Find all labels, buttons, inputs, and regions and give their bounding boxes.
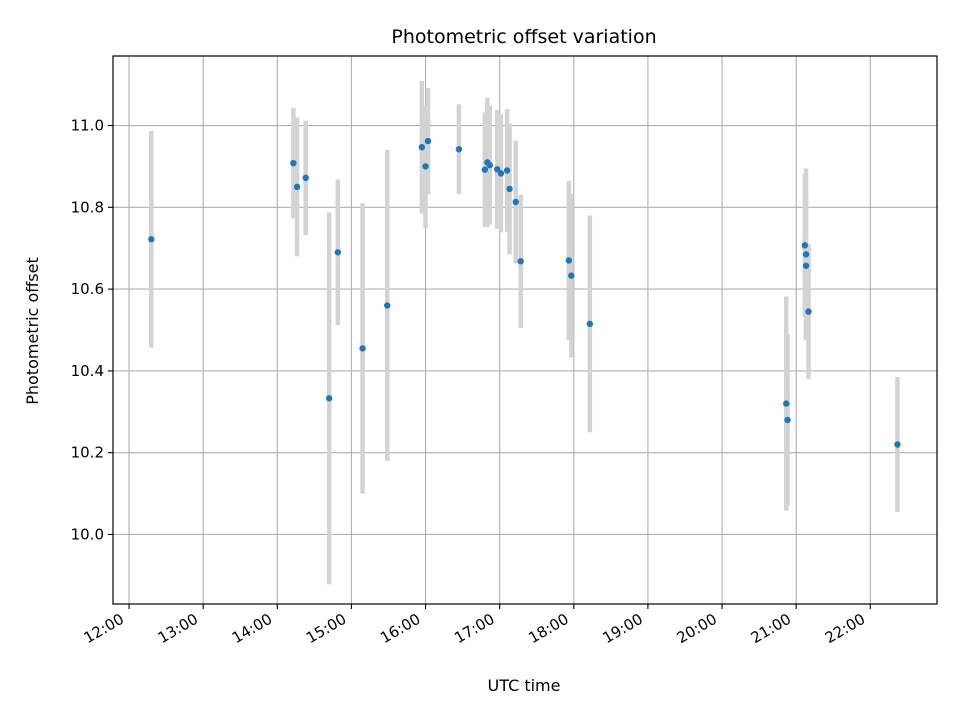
- data-point: [512, 198, 519, 206]
- data-point: [801, 242, 809, 249]
- data-point: [424, 137, 432, 145]
- y-axis-label: Photometric offset: [23, 257, 42, 405]
- data-point: [517, 258, 524, 265]
- data-point: [486, 161, 493, 169]
- data-point: [783, 400, 790, 407]
- data-point: [422, 163, 429, 170]
- y-tick-label: 11.0: [71, 117, 104, 135]
- y-tick-label: 10.0: [71, 525, 104, 543]
- data-point: [359, 345, 366, 352]
- data-point: [290, 159, 297, 167]
- data-point: [325, 395, 333, 402]
- data-point: [148, 236, 155, 243]
- data-point: [302, 174, 309, 182]
- data-point: [802, 251, 810, 258]
- y-tick-label: 10.8: [71, 198, 104, 216]
- x-axis-label: UTC time: [488, 676, 561, 695]
- data-point: [805, 308, 812, 315]
- plot-frame: [112, 55, 938, 605]
- data-point: [503, 167, 511, 174]
- chart-title: Photometric offset variation: [391, 26, 656, 48]
- data-point: [497, 170, 505, 177]
- data-point: [494, 166, 501, 173]
- data-point: [565, 257, 573, 264]
- y-tick-label: 10.4: [71, 362, 104, 380]
- data-point: [481, 166, 489, 173]
- data-point: [418, 143, 426, 151]
- y-axis-ticks: 10.0 10.2 10.4 10.6 10.8 11.0: [71, 117, 113, 543]
- y-tick-label: 10.2: [71, 444, 104, 462]
- data-point: [506, 185, 513, 193]
- data-point: [384, 302, 391, 309]
- data-point: [802, 262, 810, 269]
- data-point: [455, 146, 463, 153]
- data-point: [293, 183, 301, 191]
- data-point: [784, 416, 791, 424]
- data-point: [586, 320, 594, 328]
- data-point: [334, 249, 342, 256]
- data-points: [148, 137, 901, 448]
- data-point: [894, 441, 901, 448]
- data-point: [568, 272, 575, 279]
- y-tick-label: 10.6: [71, 280, 104, 298]
